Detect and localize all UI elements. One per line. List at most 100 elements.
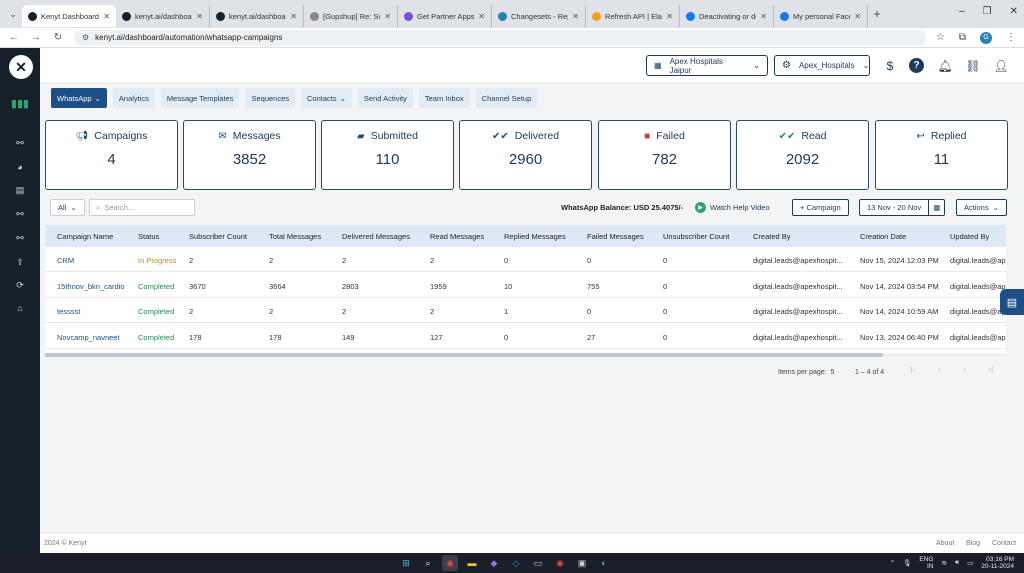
profile-avatar[interactable]: G [980,31,992,44]
campaign-name-link[interactable]: 15thnov_bkn_cardio [57,281,125,291]
browser-tab[interactable]: Deactivating or dele ✕ [680,5,774,27]
url-field[interactable]: ⚙ kenyt.ai/dashboard/automation/whatsapp… [74,29,926,46]
terminal-icon[interactable]: ▭ [533,557,543,568]
tray-chevron-icon[interactable]: ⌃ [889,560,896,567]
menu-item[interactable]: Message Templates [160,88,240,108]
bookmark-star-icon[interactable]: ☆ [935,32,945,43]
horizontal-scrollbar[interactable] [45,353,1006,357]
integrations-icon[interactable]: ⚯ [16,232,24,243]
chat-widget-button[interactable]: ▤ [1000,289,1024,315]
site-info-icon[interactable]: ⚙ [82,33,90,42]
bell-icon[interactable]: 🔔︎ [937,59,953,73]
edge-icon[interactable]: ◐ [601,558,607,568]
next-page-icon[interactable]: › [963,365,967,374]
table-row[interactable]: CRM In Progress 2 2 2 2 0 0 0 digital.leads@apexh… [45,247,1006,272]
reload-icon[interactable]: ↻ [53,32,63,43]
export-icon[interactable]: ⇪ [16,256,24,267]
clock[interactable]: 03:16 PM 20-11-2024 [981,556,1014,570]
language-indicator[interactable]: ENG IN [919,556,933,570]
windows-start-icon[interactable]: ⊞ [402,557,410,568]
browser-menu-icon[interactable]: ⋮ [1006,32,1016,43]
add-campaign-button[interactable]: + Campaign [792,199,849,216]
extensions-icon[interactable]: ⧉ [958,32,966,43]
tab-close-icon[interactable]: ✕ [103,11,110,21]
column-header[interactable]: Replied Messages [504,232,566,241]
browser-tab[interactable]: kenyt.ai/dashboard/c ✕ [210,5,304,27]
campaign-name-link[interactable]: Novcamp_navneet [57,332,120,342]
automation-icon[interactable]: ⚯ [16,137,24,148]
wifi-icon[interactable]: ≋ [941,560,947,567]
file-explorer-icon[interactable]: ▬ [467,558,477,568]
chrome-alt-icon[interactable]: ◉ [556,557,564,568]
first-page-icon[interactable]: |‹ [910,365,916,374]
column-header[interactable]: Total Messages [269,232,322,241]
chrome-icon[interactable]: ◉ [442,555,458,571]
column-header[interactable]: Updated By [950,232,990,241]
battery-icon[interactable]: ▭ [967,560,974,567]
column-header[interactable]: Subscriber Count [189,232,247,241]
column-header[interactable]: Status [138,232,160,241]
tab-close-icon[interactable]: ✕ [290,11,297,21]
column-header[interactable]: Created By [753,232,791,241]
browser-tab[interactable]: Refresh API | Elastic ✕ [586,5,680,27]
column-header[interactable]: Read Messages [430,232,485,241]
search-input[interactable]: ⌕ Search... [89,199,195,216]
tab-close-icon[interactable]: ✕ [478,11,485,21]
close-window-icon[interactable]: ✕ [1009,6,1018,17]
table-row[interactable]: 15thnov_bkn_cardio Completed 3670 3664 2803 1… [45,273,1006,298]
visual-studio-icon[interactable]: ◆ [490,557,498,568]
tab-close-icon[interactable]: ✕ [760,11,767,21]
scrollbar-thumb[interactable] [45,353,883,357]
prev-page-icon[interactable]: ‹ [937,365,941,374]
forward-icon[interactable]: → [31,32,41,43]
menu-item[interactable]: Send Activity [357,88,413,108]
sync-icon[interactable]: ⟳ [16,279,24,290]
menu-item[interactable]: WhatsApp ⌄ [51,88,107,108]
calendar-icon[interactable]: ▦ [929,199,946,216]
column-header[interactable]: Campaign Name [57,232,114,241]
hospital-selector[interactable]: ▦ Apex Hospitals Jaipur ⌄ [646,55,768,76]
volume-icon[interactable]: 🔊︎ [954,559,960,566]
table-row[interactable]: Novcamp_navneet Completed 178 178 149 127 0 27 0… [45,324,1006,349]
account-selector[interactable]: ⚙ Apex_Hospitals ⌄ [774,55,870,76]
home-icon[interactable]: ⌂ [17,303,23,313]
dollar-icon[interactable]: $ [886,59,894,73]
tab-close-icon[interactable]: ✕ [384,11,391,21]
column-header[interactable]: Unsubscriber Count [663,232,730,241]
column-header[interactable]: Delivered Messages [342,232,410,241]
campaign-name-link[interactable]: tesssst [57,307,81,316]
menu-item[interactable]: Analytics [112,88,155,108]
menu-item[interactable]: Team Inbox [418,88,470,108]
menu-item[interactable]: Channel Setup [475,88,538,108]
back-icon[interactable]: ← [9,32,19,43]
vscode-icon[interactable]: ◇ [512,557,520,568]
menu-item[interactable]: Contacts ⌄ [301,88,352,108]
filter-dropdown[interactable]: All ⌄ [50,199,85,216]
watch-help-video-link[interactable]: ▶ Watch Help Video [695,199,770,216]
footer-link-blog[interactable]: Blog [966,540,981,547]
date-range-picker[interactable]: 13 Nov - 20 Nov ▦ [859,199,946,216]
chat-pie-icon[interactable]: ◕ [17,162,23,172]
notification-app-icon[interactable]: ▣ [577,557,587,568]
menu-item[interactable]: Sequences [245,88,296,108]
tab-close-icon[interactable]: ✕ [854,11,861,21]
last-page-icon[interactable]: ›| [988,365,994,374]
tab-close-icon[interactable]: ✕ [666,11,673,21]
column-header[interactable]: Failed Messages [587,232,644,241]
column-header[interactable]: Creation Date [860,232,907,241]
microphone-icon[interactable]: 🎙︎ [903,560,912,567]
messages-icon[interactable]: ▤ [15,184,25,195]
tab-close-icon[interactable]: ✕ [572,11,579,21]
maximize-icon[interactable]: ❐ [982,6,992,17]
browser-tab[interactable]: Changesets - Repos ✕ [492,5,586,27]
user-icon[interactable]: 👤︎ [993,59,1009,73]
tab-close-icon[interactable]: ✕ [196,11,203,21]
campaign-name-link[interactable]: CRM [57,256,75,265]
footer-link-contact[interactable]: Contact [992,540,1017,547]
browser-tab[interactable]: My personal Facebo ✕ [774,5,868,27]
new-tab-button[interactable]: + [873,7,881,21]
browser-tab[interactable]: Get Partner Apps ✕ [398,5,492,27]
tab-search-icon[interactable]: ⌄ [9,8,17,19]
browser-tab[interactable]: [Gupshup] Re: Suppo ✕ [304,5,398,27]
footer-link-about[interactable]: About [936,540,955,547]
